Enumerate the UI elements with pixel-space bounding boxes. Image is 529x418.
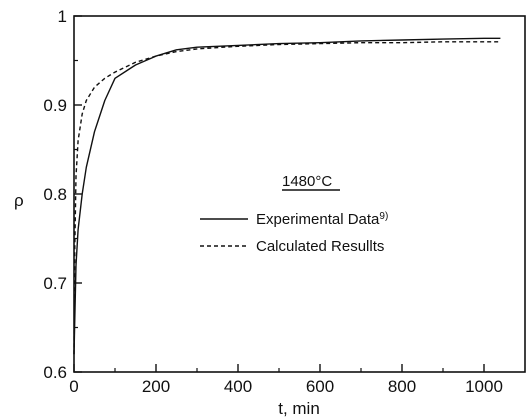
series-line-experimental <box>73 37 501 355</box>
series-layer <box>73 37 501 355</box>
y-tick-label: 0.9 <box>43 96 67 115</box>
tick-labels-layer: 0.6 0.7 0.8 0.9 1 0 200 400 600 800 1000 <box>43 7 503 396</box>
temperature-annotation: 1480°C <box>282 173 332 190</box>
y-tick-label: 0.7 <box>43 274 67 293</box>
legend-label-experimental: Experimental Data9) <box>256 211 388 228</box>
y-axis-label: ρ <box>14 191 24 210</box>
y-tick-label: 0.6 <box>43 363 67 382</box>
legend-label-calculated: Calculated Resullts <box>256 238 384 255</box>
series-line-calculated <box>73 41 501 355</box>
y-tick-label: 1 <box>58 7 67 26</box>
x-tick-label: 800 <box>388 377 416 396</box>
x-tick-label: 600 <box>306 377 334 396</box>
legend: Experimental Data9) Calculated Resullts <box>200 211 388 255</box>
x-tick-label: 0 <box>69 377 78 396</box>
x-tick-label: 1000 <box>465 377 503 396</box>
x-tick-label: 400 <box>224 377 252 396</box>
x-tick-label: 200 <box>142 377 170 396</box>
plot-frame <box>73 15 526 373</box>
ticks-layer <box>73 15 485 373</box>
x-axis-label: t, min <box>278 399 320 418</box>
y-tick-label: 0.8 <box>43 185 67 204</box>
